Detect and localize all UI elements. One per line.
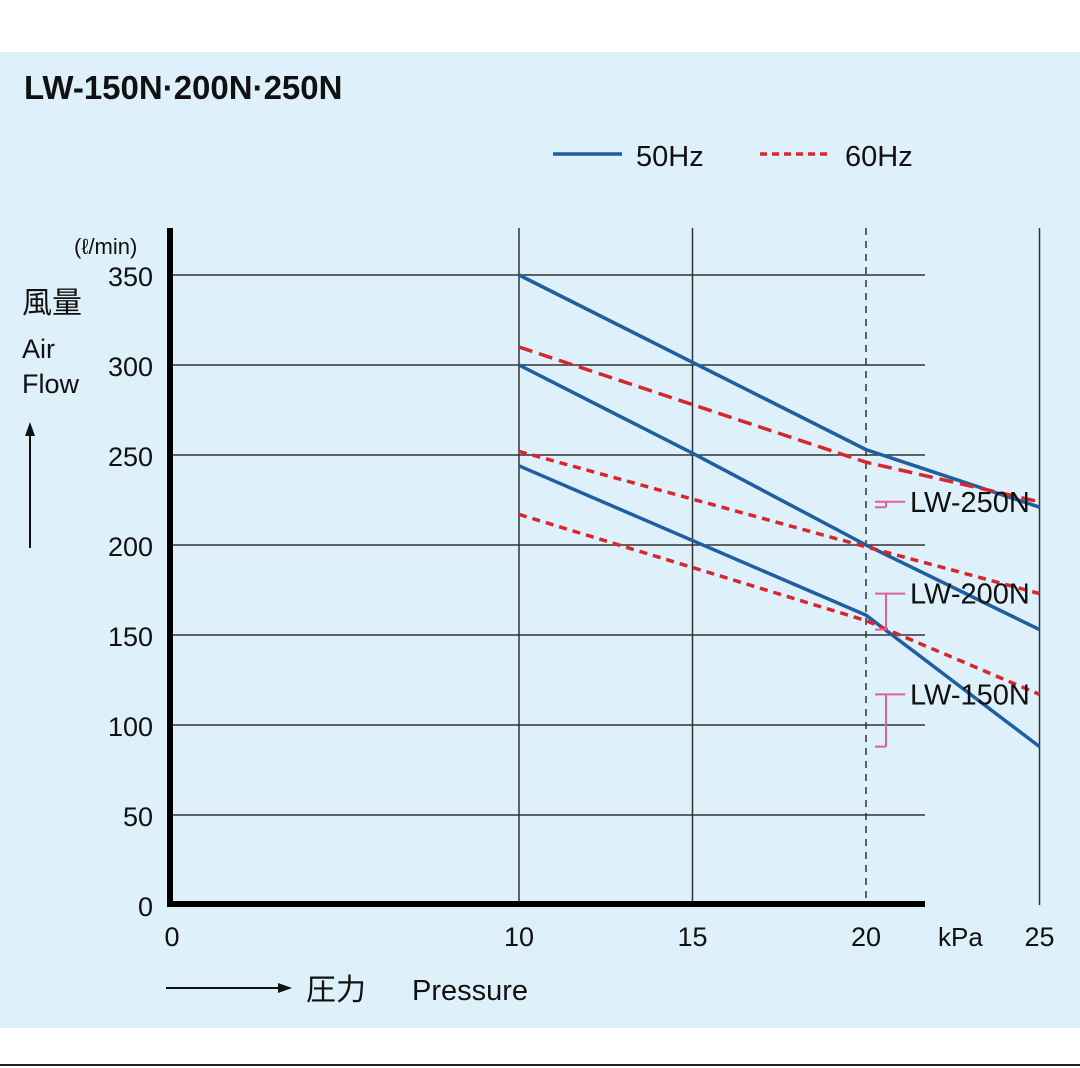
y-tick-label: 100 — [108, 712, 153, 742]
model-label-lw-200n: LW-200N — [910, 579, 1030, 611]
y-tick-label: 350 — [108, 262, 153, 292]
y-axis-label-flow: Flow — [22, 369, 80, 399]
chart-title: LW-150N·200N·250N — [24, 69, 342, 106]
series-lw-200n-50hz — [518, 363, 1041, 632]
y-tick-label: 0 — [138, 892, 153, 922]
x-tick-label: 10 — [504, 922, 534, 952]
series-lw-250n-50hz — [518, 273, 1041, 509]
y-tick-label: 200 — [108, 532, 153, 562]
legend-60hz-label: 60Hz — [845, 141, 913, 173]
y-tick-label: 250 — [108, 442, 153, 472]
x-arrow-icon — [166, 983, 292, 993]
y-tick-label: 300 — [108, 352, 153, 382]
model-bracket — [875, 693, 905, 748]
legend-50hz-label: 50Hz — [636, 141, 704, 173]
series-lw-150n-50hz — [518, 464, 1041, 748]
x-unit-label: kPa — [938, 922, 983, 952]
model-bracket — [875, 592, 905, 631]
bottom-divider — [0, 1064, 1080, 1066]
x-tick-label: 0 — [164, 922, 179, 952]
x-axis-label: Pressure — [412, 975, 528, 1007]
y-arrow-icon — [25, 422, 35, 548]
x-tick-label: 20 — [851, 922, 881, 952]
series-lw-250n-60hz — [518, 345, 1040, 504]
x-tick-label: 15 — [677, 922, 707, 952]
legend: 50Hz 60Hz — [553, 141, 913, 173]
series-lw-200n-60hz — [518, 449, 1040, 596]
chart-background — [0, 52, 1080, 1028]
y-axis-label-jp: 風量 — [22, 287, 82, 320]
y-tick-label: 150 — [108, 622, 153, 652]
x-tick-label: 25 — [1024, 922, 1054, 952]
model-label-lw-250n: LW-250N — [910, 487, 1030, 519]
y-tick-label: 50 — [123, 802, 153, 832]
model-label-lw-150n: LW-150N — [910, 679, 1030, 711]
y-axis-label-air: Air — [22, 334, 55, 364]
y-unit-label: (ℓ/min) — [74, 234, 137, 259]
model-bracket — [875, 500, 905, 509]
x-axis-label-jp: 圧力 — [306, 974, 366, 1007]
